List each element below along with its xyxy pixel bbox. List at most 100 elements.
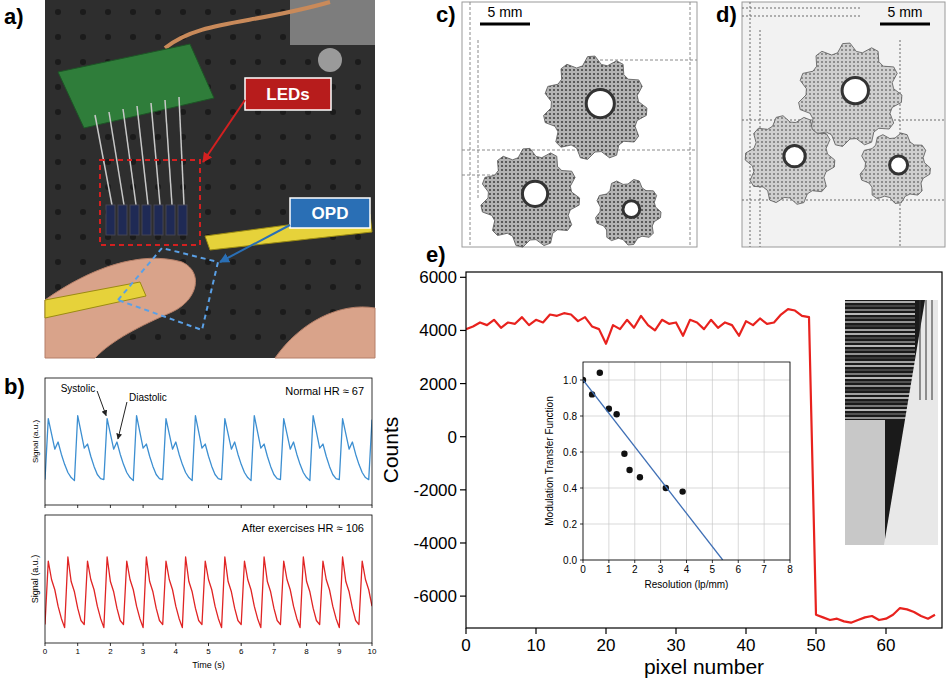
x-tick: [339, 643, 340, 646]
table-hole: [230, 34, 236, 40]
edge-image: [845, 300, 938, 545]
x-tick-label: 1: [75, 647, 80, 656]
table-hole: [255, 334, 261, 340]
table-hole: [55, 84, 61, 90]
photo-panel: LEDsOPD: [45, 0, 375, 358]
edge-image-stripe: [845, 385, 915, 387]
table-hole: [230, 184, 236, 190]
x-tick: [77, 505, 78, 508]
x-tick: [605, 628, 606, 634]
edge-image-stripe: [845, 389, 915, 391]
annotation-arrow: [97, 391, 106, 416]
x-tick-label: 30: [667, 636, 686, 655]
table-hole: [355, 259, 361, 265]
y-tick: [580, 524, 583, 525]
table-hole: [55, 59, 61, 65]
table-hole: [230, 259, 236, 265]
led-body: [130, 205, 139, 235]
x-tick: [45, 643, 46, 646]
table-hole: [130, 9, 136, 15]
table-hole: [305, 59, 311, 65]
y-tick-label: -2000: [414, 481, 457, 500]
table-hole: [205, 184, 211, 190]
annotation: Systolic: [61, 383, 95, 394]
table-hole: [80, 134, 86, 140]
table-hole: [80, 209, 86, 215]
grid-line: [634, 362, 635, 560]
plot: Signal (a.u.)SystolicDiastolicNormal HR …: [31, 378, 372, 508]
table-hole: [230, 59, 236, 65]
label-box: [290, 198, 370, 228]
x-tick: [306, 643, 307, 646]
led-leg: [123, 109, 136, 205]
y-tick-label: 0.2: [563, 519, 577, 530]
table-hole: [80, 59, 86, 65]
data-point: [621, 451, 627, 457]
y-tick: [460, 489, 466, 490]
x-tick-label: 8: [304, 647, 309, 656]
x-tick-label: 40: [737, 636, 756, 655]
edge-image-stripe: [845, 393, 915, 395]
edge-image-stripe: [845, 305, 915, 307]
edge-image-stripe: [845, 341, 915, 343]
x-tick-label: 4: [174, 647, 179, 656]
photo-label: LEDs: [266, 85, 309, 104]
y-tick: [460, 596, 466, 597]
x-tick-label: 3: [658, 564, 664, 575]
x-tick-label: 2: [632, 564, 638, 575]
led-leg: [179, 97, 184, 205]
edge-image-stripe: [845, 405, 915, 407]
table-hole: [55, 9, 61, 15]
data-point: [679, 488, 685, 494]
table-hole: [205, 9, 211, 15]
led-body: [118, 205, 127, 235]
y-tick-label: 4000: [419, 321, 457, 340]
x-tick: [745, 628, 746, 634]
x-tick: [241, 505, 242, 508]
table-hole: [205, 209, 211, 215]
optic-post: [318, 48, 342, 72]
gear-hole: [890, 156, 908, 174]
data-point: [597, 370, 603, 376]
edge-image-stripe: [845, 357, 915, 359]
plot: 0123456780.00.20.40.60.81.0Resolution (l…: [544, 362, 793, 590]
led-body: [142, 205, 151, 235]
table-hole: [330, 259, 336, 265]
table-hole: [80, 184, 86, 190]
table-hole: [280, 184, 286, 190]
x-tick: [790, 560, 791, 563]
table-hole: [280, 209, 286, 215]
y-axis-title: Modulation Transfer Function: [544, 396, 555, 526]
gear: [860, 133, 930, 203]
table-hole: [55, 284, 61, 290]
x-tick: [77, 643, 78, 646]
table-hole: [80, 259, 86, 265]
grid-line: [686, 362, 687, 560]
table-hole: [55, 134, 61, 140]
table-hole: [55, 159, 61, 165]
table-hole: [305, 159, 311, 165]
x-tick-label: 10: [368, 647, 377, 656]
x-axis-title: Time (s): [192, 660, 225, 670]
label-box: [245, 78, 331, 110]
x-tick: [372, 505, 373, 508]
table-hole: [80, 159, 86, 165]
x-axis-title: pixel number: [644, 655, 764, 678]
gear: [745, 116, 835, 205]
image-frame: [462, 2, 697, 247]
edge-image-stripe: [845, 401, 915, 403]
edge-image-stripe: [845, 365, 915, 367]
finger: [45, 258, 195, 358]
x-tick: [660, 560, 661, 563]
image-noise: [742, 8, 860, 9]
image-panel-d: 5 mm: [742, 2, 945, 247]
x-tick: [208, 505, 209, 508]
table-hole: [230, 284, 236, 290]
edge-image-stripe: [845, 413, 915, 415]
y-tick-label: 1.0: [563, 375, 577, 386]
x-tick: [143, 505, 144, 508]
figure-canvas: LEDsOPD5 mm5 mmSignal (a.u.)SystolicDias…: [0, 0, 948, 683]
y-tick: [580, 416, 583, 417]
y-tick: [580, 488, 583, 489]
edge-image-wedge: [884, 300, 938, 545]
